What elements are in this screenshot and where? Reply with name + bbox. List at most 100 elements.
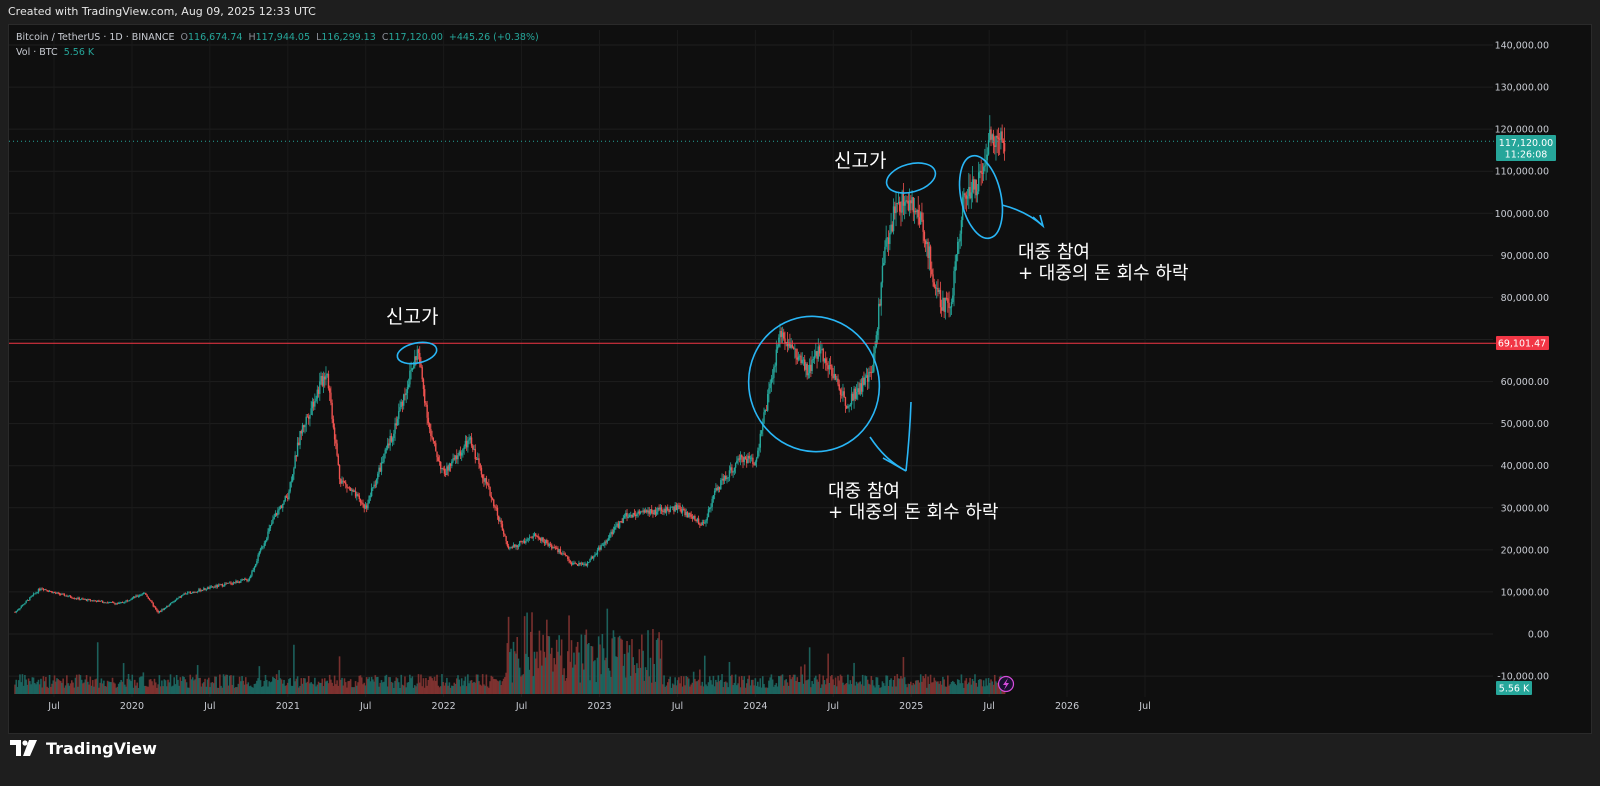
volume-bar [56, 678, 58, 694]
volume-bar [811, 681, 813, 694]
candle-body [289, 482, 291, 492]
candle-body [712, 495, 715, 499]
annotation-note-2-line2: + 대중의 돈 회수 하락 [1018, 263, 1188, 284]
legend-symbol[interactable]: Bitcoin / TetherUS · 1D · BINANCE [16, 32, 175, 43]
volume-bar [552, 671, 554, 694]
volume-bar [91, 680, 94, 694]
candle-body [896, 203, 898, 205]
volume-bar [695, 681, 697, 694]
volume-bar [189, 674, 192, 694]
candle-body [871, 371, 874, 373]
candle-body [673, 506, 675, 512]
volume-bar [261, 686, 263, 694]
candle-body [168, 605, 170, 607]
volume-bar [17, 680, 20, 694]
candle-body [954, 261, 956, 272]
candle-body [897, 201, 900, 204]
candle-body [919, 212, 922, 225]
volume-bar [178, 685, 180, 694]
candle-body [415, 356, 417, 360]
volume-bar [195, 674, 198, 694]
candle-body [385, 448, 388, 450]
volume-bar [385, 674, 388, 694]
candle-body [648, 510, 650, 514]
candle-body [881, 265, 884, 283]
candle-body [134, 596, 136, 598]
lightning-icon[interactable] [997, 675, 1015, 693]
legend-open-label: O [180, 32, 189, 43]
volume-bar [378, 686, 380, 694]
volume-bar [876, 677, 879, 694]
volume-bar [142, 672, 145, 694]
candle-body [421, 367, 423, 380]
volume-bar [645, 670, 648, 694]
x-tick-label: 2021 [276, 701, 300, 712]
candle-body [184, 593, 187, 595]
volume-bar [468, 683, 470, 694]
volume-bar [684, 685, 686, 694]
candle-body [676, 505, 679, 510]
candle-body [404, 394, 406, 396]
candle-body [71, 597, 73, 599]
candle-body [432, 437, 435, 442]
volume-bar [696, 681, 699, 694]
volume-bar [831, 675, 833, 694]
volume-bar [961, 683, 964, 694]
chart-panel[interactable] [8, 24, 1592, 734]
candle-body [757, 450, 759, 459]
candle-body [718, 487, 721, 490]
candle-body [401, 401, 404, 406]
volume-bar [877, 684, 880, 694]
volume-bar [620, 638, 622, 694]
candle-body [242, 579, 245, 581]
candle-body [998, 138, 1001, 140]
candle-body [842, 391, 844, 396]
legend-vol-label[interactable]: Vol · BTC [16, 47, 58, 58]
volume-bar [584, 634, 586, 694]
volume-bar [108, 681, 110, 694]
candle-body [1003, 143, 1006, 152]
candle-body [948, 302, 950, 308]
volume-bar [314, 677, 316, 694]
volume-bar [300, 678, 303, 694]
candle-body [562, 553, 564, 555]
candle-body [500, 520, 502, 525]
volume-bar [212, 683, 215, 694]
candle-body [490, 495, 493, 498]
volume-bar [136, 682, 138, 694]
candle-body [430, 428, 432, 437]
volume-bar [774, 684, 776, 694]
volume-bar [653, 663, 655, 694]
volume-bar [483, 684, 485, 694]
volume-bar [159, 686, 162, 694]
volume-bar [763, 683, 765, 694]
volume-bar [87, 681, 89, 694]
volume-bar [296, 676, 299, 694]
candle-body [547, 543, 549, 546]
volume-bar [267, 686, 269, 694]
candle-body [226, 582, 228, 584]
candle-body [240, 580, 242, 583]
volume-bar [190, 679, 193, 694]
candle-body [862, 377, 864, 392]
candle-body [300, 430, 302, 434]
candle-body [894, 206, 896, 213]
volume-bar [103, 680, 105, 694]
volume-bar [612, 630, 615, 694]
candle-body [729, 467, 732, 471]
candle-body [829, 365, 832, 366]
candle-body [780, 330, 782, 337]
volume-bar [464, 676, 467, 694]
volume-bar [554, 664, 557, 694]
volume-bar [431, 678, 433, 694]
candle-body [824, 358, 827, 363]
volume-bar [283, 679, 285, 694]
volume-bar [901, 678, 903, 694]
candle-body [330, 392, 332, 403]
candle-body [24, 603, 26, 605]
candle-body [92, 600, 94, 602]
volume-bar [939, 681, 942, 694]
volume-bar [724, 681, 727, 694]
candle-body [137, 595, 140, 597]
